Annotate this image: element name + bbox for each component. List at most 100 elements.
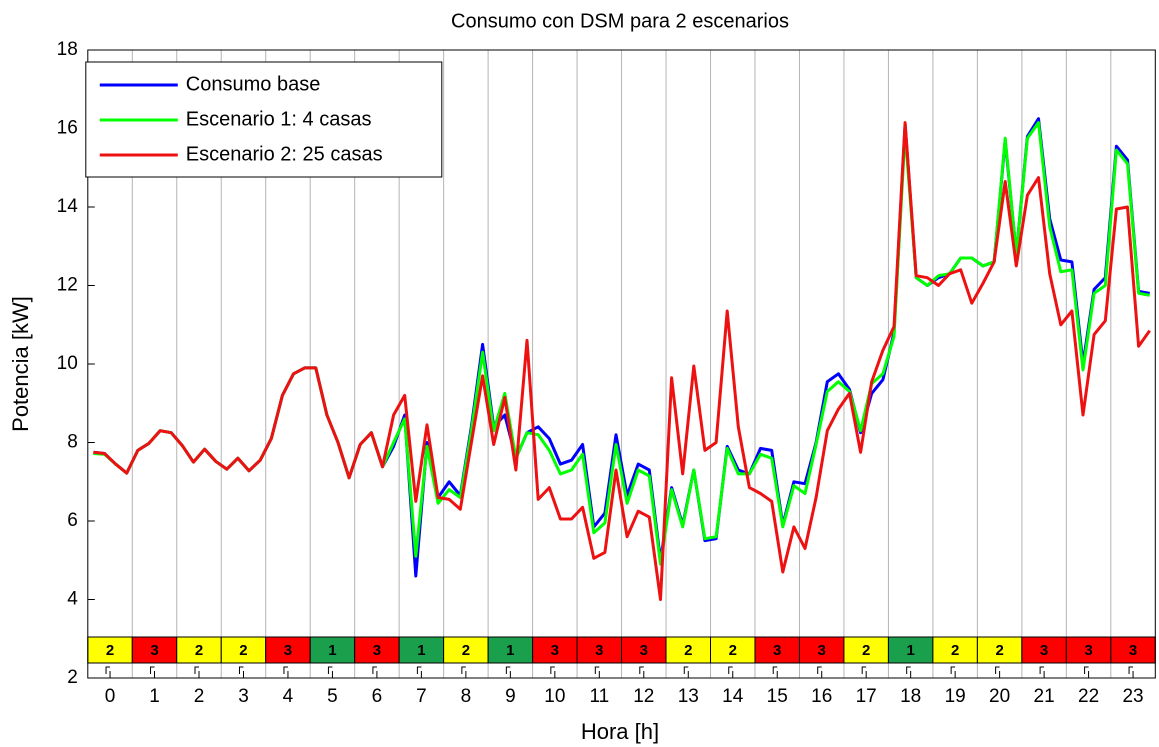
legend-label: Escenario 2: 25 casas xyxy=(186,143,383,165)
tariff-label: 1 xyxy=(417,642,425,659)
tariff-label: 3 xyxy=(818,642,826,659)
tariff-block xyxy=(265,636,311,664)
x-axis-label: Hora [h] xyxy=(581,719,659,744)
tariff-tick xyxy=(150,666,155,674)
y-tick-label: 14 xyxy=(57,196,79,217)
tariff-tick xyxy=(639,666,644,674)
x-tick-label: 11 xyxy=(589,686,609,707)
tariff-tick xyxy=(1128,666,1134,674)
tariff-label: 3 xyxy=(284,642,292,659)
x-tick-label: 23 xyxy=(1122,686,1143,707)
x-tick-label: 0 xyxy=(105,686,116,707)
x-tick-label: 19 xyxy=(945,686,966,707)
y-tick-label: 8 xyxy=(67,432,78,453)
legend-label: Escenario 1: 4 casas xyxy=(186,108,372,130)
tariff-block xyxy=(710,636,756,664)
tariff-label: 3 xyxy=(773,642,781,659)
tariff-label: 3 xyxy=(551,642,559,659)
tariff-block xyxy=(665,636,712,664)
tariff-label: 3 xyxy=(1084,642,1092,659)
tariff-tick xyxy=(1084,666,1089,674)
y-axis-label: Potencia [kW] xyxy=(8,296,33,432)
x-tick-label: 16 xyxy=(811,686,832,707)
x-tick-label: 9 xyxy=(505,686,516,707)
tariff-label: 1 xyxy=(906,642,914,659)
tariff-block xyxy=(798,636,845,664)
tariff-label: 2 xyxy=(951,642,959,659)
tariff-block xyxy=(887,636,934,664)
tariff-tick xyxy=(861,666,867,674)
tariff-tick xyxy=(817,666,822,674)
tariff-label: 3 xyxy=(640,642,648,659)
tariff-block xyxy=(1065,636,1112,664)
tariff-block xyxy=(398,636,445,664)
tariff-tick xyxy=(194,666,199,674)
x-tick-label: 6 xyxy=(372,686,383,707)
tariff-label: 3 xyxy=(1040,642,1048,659)
y-tick-label: 4 xyxy=(67,589,78,610)
x-tick-label: 5 xyxy=(327,686,338,707)
tariff-block xyxy=(354,636,400,664)
tariff-tick xyxy=(105,666,111,674)
tariff-block xyxy=(220,636,267,664)
tariff-tick xyxy=(372,666,377,674)
tariff-tick xyxy=(1039,666,1045,674)
tariff-tick xyxy=(950,666,956,674)
tariff-label: 2 xyxy=(995,642,1003,659)
x-tick-label: 14 xyxy=(722,686,744,707)
x-tick-label: 18 xyxy=(900,686,921,707)
tariff-label: 2 xyxy=(106,642,114,659)
y-tick-label: 12 xyxy=(57,275,78,296)
tariff-tick xyxy=(995,666,1000,674)
tariff-block xyxy=(576,636,623,664)
tariff-label: 3 xyxy=(595,642,603,659)
x-tick-label: 3 xyxy=(238,686,249,707)
tariff-tick xyxy=(505,666,511,674)
tariff-label: 2 xyxy=(462,642,470,659)
x-tick-label: 10 xyxy=(544,686,565,707)
tariff-tick xyxy=(238,666,244,674)
tariff-block xyxy=(443,636,489,664)
tariff-block xyxy=(176,636,222,664)
tariff-label: 1 xyxy=(328,642,336,659)
tariff-tick xyxy=(594,666,600,674)
tariff-label: 3 xyxy=(150,642,158,659)
tariff-tick xyxy=(283,666,288,674)
tariff-label: 2 xyxy=(239,642,247,659)
x-tick-label: 17 xyxy=(856,686,877,707)
legend-label: Consumo base xyxy=(186,73,321,95)
y-tick-label: 18 xyxy=(57,39,78,60)
tariff-tick xyxy=(327,666,333,674)
tariff-label: 3 xyxy=(1129,642,1137,659)
x-tick-label: 20 xyxy=(989,686,1010,707)
tariff-block xyxy=(487,636,534,664)
x-tick-label: 8 xyxy=(461,686,472,707)
tariff-tick xyxy=(772,666,778,674)
tariff-label: 3 xyxy=(373,642,381,659)
tariff-tick xyxy=(906,666,911,674)
tariff-block xyxy=(976,636,1023,664)
tariff-block xyxy=(1021,636,1067,664)
y-tick-label: 16 xyxy=(57,118,78,139)
tariff-block xyxy=(532,636,578,664)
y-tick-label: 2 xyxy=(67,667,78,688)
x-tick-label: 15 xyxy=(767,686,788,707)
tariff-tick xyxy=(550,666,555,674)
tariff-label: 2 xyxy=(195,642,203,659)
x-tick-label: 4 xyxy=(283,686,294,707)
x-tick-label: 13 xyxy=(678,686,699,707)
tariff-label: 2 xyxy=(862,642,870,659)
tariff-tick xyxy=(683,666,689,674)
tariff-block xyxy=(843,636,889,664)
x-tick-label: 22 xyxy=(1078,686,1099,707)
tariff-label: 1 xyxy=(506,642,514,659)
x-tick-label: 7 xyxy=(416,686,427,707)
x-tick-label: 2 xyxy=(194,686,205,707)
tariff-block xyxy=(87,636,133,664)
tariff-block xyxy=(1110,636,1156,664)
tariff-tick xyxy=(461,666,466,674)
tariff-tick xyxy=(416,666,422,674)
tariff-label: 2 xyxy=(729,642,737,659)
chart-title: Consumo con DSM para 2 escenarios xyxy=(451,10,789,32)
